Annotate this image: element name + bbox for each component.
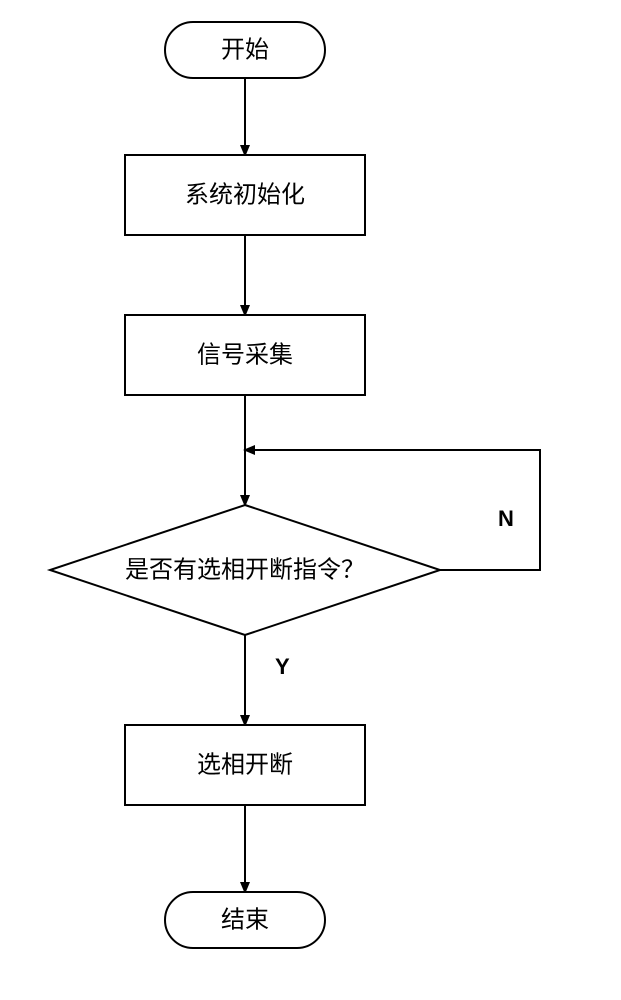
node-label: 开始 — [221, 37, 269, 64]
node-label: 选相开断 — [197, 752, 293, 779]
node-break: 选相开断 — [125, 725, 365, 805]
node-decision: 是否有选相开断指令？ — [50, 505, 440, 635]
flowchart-canvas: 开始系统初始化信号采集是否有选相开断指令？ 选相开断结束 Y N — [0, 0, 621, 1000]
edge-label-y: Y — [275, 654, 290, 679]
node-collect: 信号采集 — [125, 315, 365, 395]
node-end: 结束 — [165, 892, 325, 948]
edge-label-n: N — [498, 506, 514, 531]
node-label: 是否有选相开断指令？ — [125, 557, 365, 584]
node-init: 系统初始化 — [125, 155, 365, 235]
node-start: 开始 — [165, 22, 325, 78]
node-label: 系统初始化 — [185, 182, 305, 209]
node-label: 结束 — [221, 907, 269, 934]
node-label: 信号采集 — [197, 342, 293, 369]
